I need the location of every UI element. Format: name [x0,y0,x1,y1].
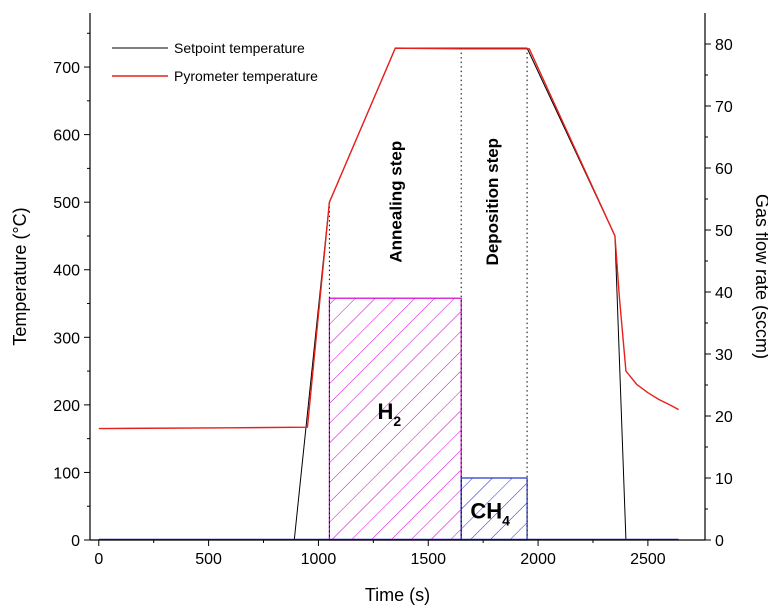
y2-tick-label-4: 40 [715,285,733,302]
x-tick-label-5: 2500 [630,551,666,568]
series-line-pyrometer [98,47,679,430]
x-tick-label-2: 1000 [301,551,337,568]
y2-tick-label-0: 0 [715,533,724,550]
deposition-step-label: Deposition step [483,138,502,266]
y2-tick-label-6: 60 [715,161,733,178]
x-tick-label-3: 1500 [410,551,446,568]
y-tick-label-0: 0 [71,533,80,550]
y-tick-label-6: 600 [53,128,80,145]
gas-bar-ch4 [460,477,528,541]
axes: 0 500 1000 1500 2000 250001002003004005006007… [53,13,733,568]
legend: Setpoint temperature Pyrometer temperatu… [112,40,318,84]
x-tick-label-1: 500 [195,551,222,568]
y2-tick-label-1: 10 [715,471,733,488]
y-tick-label-7: 700 [53,60,80,77]
y-tick-label-5: 500 [53,195,80,212]
y-tick-label-3: 300 [53,330,80,347]
y2-tick-label-7: 70 [715,99,733,116]
y2-tick-label-8: 80 [715,37,733,54]
step-markers [328,48,528,540]
gas-bars [328,297,528,541]
y-tick-label-1: 100 [53,465,80,482]
gas-bar-h2 [328,297,462,541]
y2-tick-label-3: 30 [715,347,733,364]
x-axis-title: Time (s) [365,585,430,605]
y-axis-title: Temperature (°C) [10,207,30,345]
y-tick-label-2: 200 [53,398,80,415]
x-tick-label-0: 0 [94,551,103,568]
annealing-step-label: Annealing step [386,141,405,263]
legend-label-setpoint: Setpoint temperature [174,40,305,56]
y2-tick-label-2: 20 [715,409,733,426]
y2-axis-title: Gas flow rate (sccm) [752,194,768,359]
y2-tick-label-5: 50 [715,223,733,240]
x-tick-label-4: 2000 [520,551,556,568]
legend-label-pyrometer: Pyrometer temperature [174,68,318,84]
labels: Time (s) Temperature (°C) Gas flow rate … [10,138,768,605]
y-tick-label-4: 400 [53,263,80,280]
